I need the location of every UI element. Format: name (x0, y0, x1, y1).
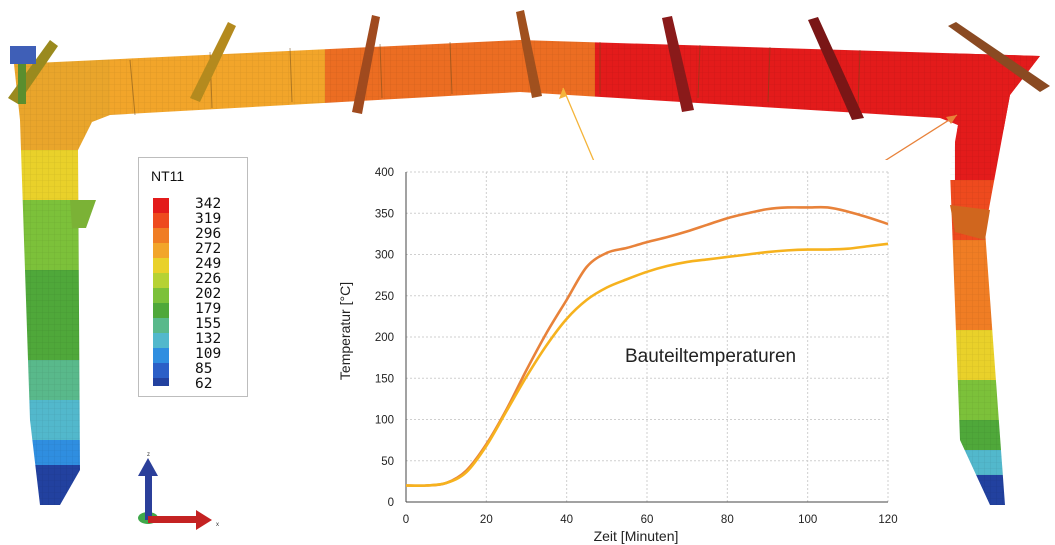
x-tick-label: 40 (560, 514, 573, 526)
legend-row: 62 (139, 376, 249, 393)
legend-value: 319 (195, 211, 222, 227)
legend-row: 85 (139, 361, 249, 378)
legend-swatch (153, 378, 169, 386)
legend-swatch (153, 228, 169, 243)
legend-value: 296 (195, 226, 222, 242)
x-tick-label: 20 (480, 514, 493, 526)
x-tick-label: 80 (721, 514, 734, 526)
legend-swatch (153, 303, 169, 318)
legend-row: 319 (139, 211, 249, 228)
legend-row: 202 (139, 286, 249, 303)
pointer-arrowhead-orange (946, 115, 957, 124)
y-tick-label: 50 (381, 456, 394, 468)
legend-row: 342 (139, 196, 249, 213)
y-tick-label: 400 (375, 167, 394, 179)
legend-row: 155 (139, 316, 249, 333)
support-block (10, 46, 36, 64)
legend-row: 109 (139, 346, 249, 363)
legend-row: 272 (139, 241, 249, 258)
legend-swatch (153, 288, 169, 303)
legend-swatch (153, 258, 169, 273)
legend-swatch (153, 333, 169, 348)
z-axis-label: z (147, 452, 150, 458)
chart-annotation: Bauteiltemperaturen (625, 346, 796, 367)
legend-value: 272 (195, 241, 222, 257)
color-legend: NT11 342 319 296 272 249 226 202 179 155 132 109 85… (138, 157, 248, 397)
y-tick-label: 150 (375, 373, 394, 385)
legend-value: 109 (195, 346, 222, 362)
y-axis-title: Temperatur [°C] (338, 282, 353, 380)
legend-value: 62 (195, 376, 213, 392)
pointer-arrowhead-yellow (559, 88, 567, 99)
legend-value: 85 (195, 361, 213, 377)
x-tick-label: 0 (403, 514, 409, 526)
x-axis-title: Zeit [Minuten] (594, 528, 679, 544)
legend-value: 226 (195, 271, 222, 287)
axes: 0 50 100 150 200 250 300 350 400 0 20 40 60 80 100 120 (375, 167, 898, 526)
y-tick-label: 250 (375, 291, 394, 303)
legend-value: 155 (195, 316, 222, 332)
y-tick-label: 0 (388, 497, 394, 509)
legend-swatch (153, 363, 169, 378)
legend-row: 249 (139, 256, 249, 273)
legend-swatch (153, 243, 169, 258)
series-line-1 (405, 242, 889, 487)
series-lines (405, 205, 889, 487)
x-axis-label: x (216, 522, 219, 528)
x-tick-label: 60 (641, 514, 654, 526)
legend-value: 342 (195, 196, 222, 212)
legend-value: 202 (195, 286, 222, 302)
y-tick-label: 100 (375, 415, 394, 427)
legend-swatch (153, 213, 169, 228)
legend-row: 132 (139, 331, 249, 348)
coordinate-triad: z x (138, 452, 219, 530)
legend-row: 226 (139, 271, 249, 288)
legend-swatch (153, 273, 169, 288)
legend-value: 132 (195, 331, 222, 347)
y-tick-label: 200 (375, 332, 394, 344)
support-post (18, 64, 26, 104)
y-tick-label: 350 (375, 208, 394, 220)
legend-row: 296 (139, 226, 249, 243)
legend-swatch (153, 198, 169, 213)
plot-background (338, 160, 908, 545)
purlins (8, 10, 1050, 240)
legend-value: 179 (195, 301, 222, 317)
legend-swatch (153, 318, 169, 333)
x-tick-label: 100 (798, 514, 817, 526)
legend-row: 179 (139, 301, 249, 318)
legend-swatch (153, 348, 169, 363)
x-tick-label: 120 (878, 514, 897, 526)
legend-title: NT11 (151, 168, 185, 184)
legend-value: 249 (195, 256, 222, 272)
y-tick-label: 300 (375, 250, 394, 262)
